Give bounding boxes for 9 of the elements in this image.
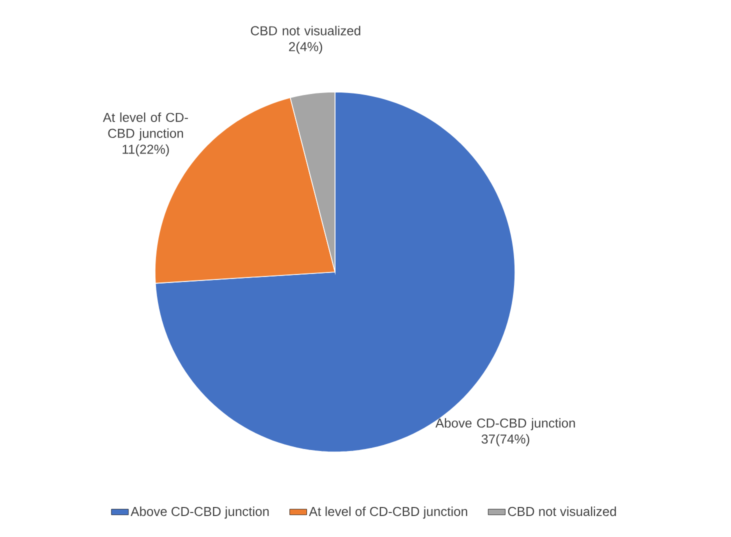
- data-label: 11(22%): [122, 144, 169, 156]
- legend-label: At level of CD-CBD junction: [308, 506, 468, 519]
- slice-label: Above CD-CBD junction: [435, 418, 575, 430]
- legend-label: Above CD-CBD junction: [130, 506, 269, 519]
- slice-label: At level of CD-CBD junction: [102, 112, 188, 140]
- legend-label: CBD not visualized: [508, 506, 616, 516]
- slice-label: CBD not visualized: [250, 26, 360, 36]
- data-label: 37(74%): [482, 434, 530, 446]
- data-label: 2(4%): [289, 42, 322, 54]
